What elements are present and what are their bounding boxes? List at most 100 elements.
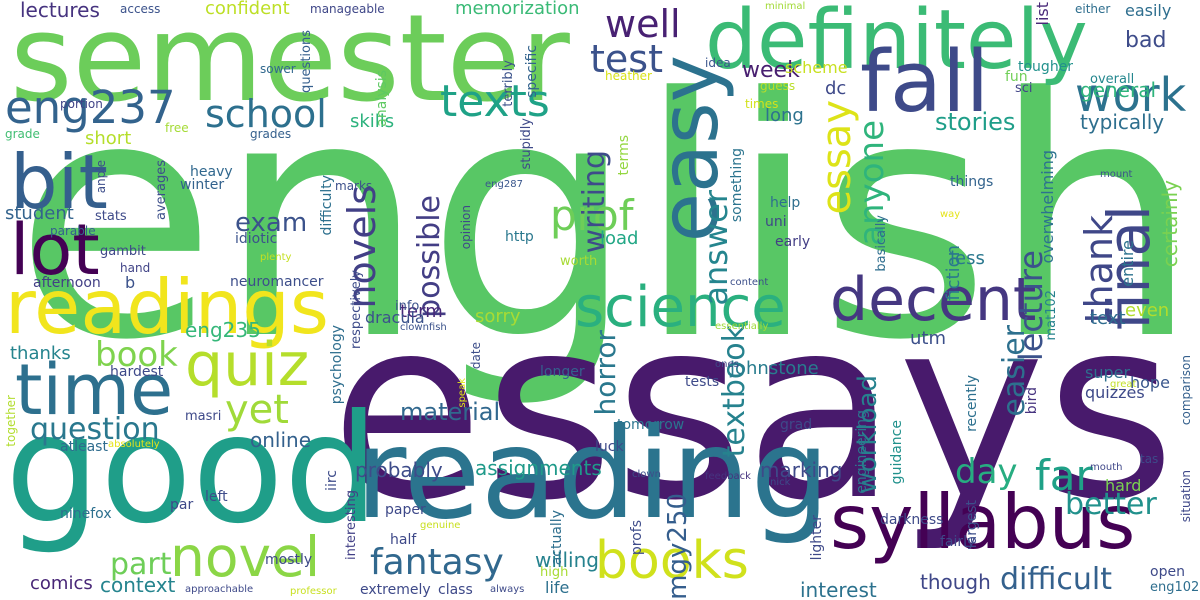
word-half: half xyxy=(390,532,417,548)
word-absolutely: absolutely xyxy=(108,439,160,450)
word-bad: bad xyxy=(1125,28,1167,53)
word-questions: questions xyxy=(299,30,314,93)
word-yet: yet xyxy=(225,387,289,433)
word-load: load xyxy=(600,228,639,249)
word-early: early xyxy=(775,234,811,250)
word-typically: typically xyxy=(1080,110,1165,134)
word-dracula: dracula xyxy=(365,308,425,327)
word-manageable: manageable xyxy=(310,2,385,16)
word-speak: speak xyxy=(457,378,468,408)
word-class: class xyxy=(438,582,473,598)
word-general: general xyxy=(1080,78,1157,102)
word-time: time xyxy=(15,349,174,431)
word-things: things xyxy=(950,174,994,190)
word-though: though xyxy=(920,570,991,594)
word-reading: reading xyxy=(355,402,830,547)
word-great: great xyxy=(1110,379,1137,390)
word-book: book xyxy=(95,335,178,375)
word-school: school xyxy=(205,92,327,136)
word-question: question xyxy=(30,412,160,447)
word-work: work xyxy=(1075,68,1187,122)
word-tomorrow: tomorrow xyxy=(617,417,685,433)
word-tas: tas xyxy=(1140,452,1159,466)
word-actually: actually xyxy=(549,510,565,566)
word-eng287: eng287 xyxy=(485,179,523,190)
word-difficult: difficult xyxy=(1000,562,1112,597)
word-english: english xyxy=(13,28,1200,412)
word-possible: possible xyxy=(412,195,447,318)
word-essentially: essentially xyxy=(715,321,769,332)
word-quiz: quiz xyxy=(185,330,310,400)
word-portion: portion xyxy=(60,97,103,111)
word-ones: ones xyxy=(715,359,739,370)
word-decent: decent xyxy=(830,265,1037,335)
word-answer: answer xyxy=(697,190,735,306)
word-minimal: minimal xyxy=(765,1,806,12)
word-genuine: genuine xyxy=(420,520,461,531)
word-access: access xyxy=(120,2,161,16)
word-hope: hope xyxy=(1130,373,1170,392)
word-specific: specific xyxy=(524,45,540,98)
word-science: science xyxy=(575,275,786,340)
word-tougher: tougher xyxy=(1018,59,1074,75)
word-definitely: definitely xyxy=(705,0,1088,88)
word-marking: marking xyxy=(760,458,843,482)
word-sci: sci xyxy=(1015,81,1033,96)
word-bird: bird xyxy=(1024,387,1040,415)
word-paper: paper xyxy=(385,502,426,518)
word-day: day xyxy=(955,452,1018,492)
word-part: part xyxy=(110,547,172,582)
word-mount: mount xyxy=(1100,169,1133,180)
word-bit: bit xyxy=(10,138,108,226)
word-heather: heather xyxy=(605,69,652,83)
word-context: context xyxy=(100,573,176,597)
word-ninefox: ninefox xyxy=(60,506,112,522)
word-life: life xyxy=(545,578,570,597)
word-fall: fall xyxy=(860,33,990,132)
word-comparison: comparison xyxy=(1179,355,1193,426)
word-afternoon: afternoon xyxy=(33,275,101,291)
word-skills: skills xyxy=(350,111,395,132)
word-nick: nick xyxy=(770,477,791,488)
word-horror: horror xyxy=(589,330,622,416)
word-dc: dc xyxy=(825,78,847,99)
word-grade: grade xyxy=(5,127,40,141)
word-better: better xyxy=(1065,487,1157,522)
word-probably: probably xyxy=(355,458,443,482)
word-list: list xyxy=(1033,2,1052,26)
word-even: even xyxy=(1125,300,1170,321)
word-memorization: memorization xyxy=(455,0,580,19)
word-week: week xyxy=(742,58,800,83)
word-guess: guess xyxy=(760,79,796,93)
word-quizzes: quizzes xyxy=(1085,383,1145,402)
word-clown: clown xyxy=(632,469,661,480)
word-recently: recently xyxy=(964,375,980,432)
word-engineering: engineering xyxy=(854,410,870,494)
word-syllabus: syllabus xyxy=(830,478,1136,566)
word-stories: stories xyxy=(935,108,1016,136)
word-largest: largest xyxy=(964,500,980,549)
word-winter: winter xyxy=(180,177,225,193)
word-hand: hand xyxy=(120,261,151,275)
word-gambit: gambit xyxy=(100,244,146,259)
word-easily: easily xyxy=(1125,1,1172,20)
word-far: far xyxy=(1035,451,1093,500)
word-http: http xyxy=(505,229,534,245)
word-novel: novel xyxy=(170,525,321,589)
word-interest: interest xyxy=(800,578,877,600)
word-mat102: mat102 xyxy=(1044,290,1059,341)
word-neuromancer: neuromancer xyxy=(230,274,324,290)
word-always: always xyxy=(490,584,525,595)
word-approachable: approachable xyxy=(185,584,254,595)
word-iirc: iirc xyxy=(324,470,340,491)
word-mostly: mostly xyxy=(265,552,313,568)
word-anple: anple xyxy=(94,160,108,194)
word-together: together xyxy=(4,395,18,447)
word-mouth: mouth xyxy=(1090,462,1123,473)
word-student: student xyxy=(5,203,74,224)
word-test: test xyxy=(590,37,663,81)
word-heavy: heavy xyxy=(190,164,233,180)
word-idea: idea xyxy=(705,56,731,70)
word-good: good xyxy=(5,383,379,557)
